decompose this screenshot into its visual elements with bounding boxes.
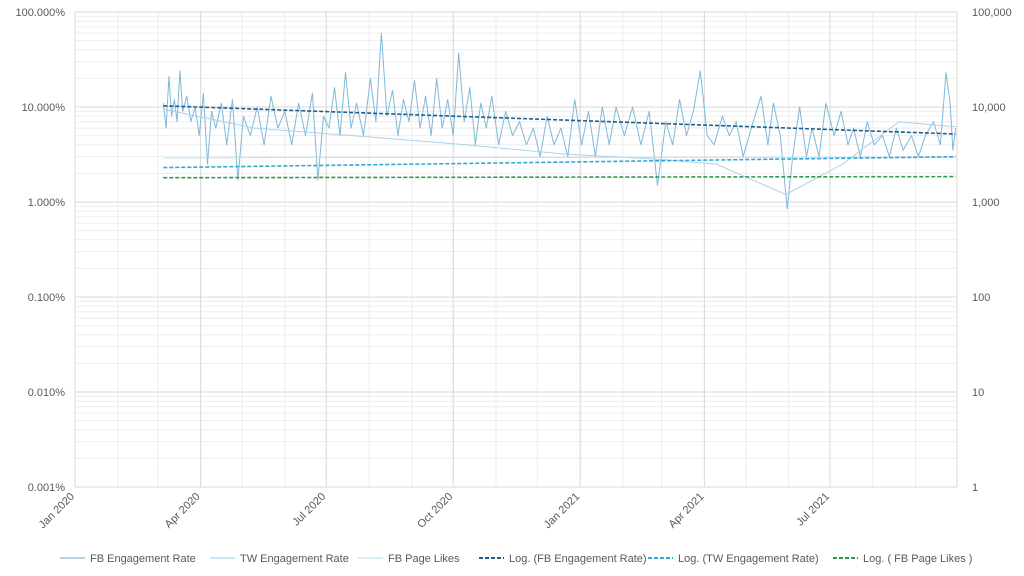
legend-label: TW Engagement Rate (240, 553, 349, 565)
x-axis-tick-labels: Jan 2020 Apr 2020 Jul 2020 Oct 2020 Jan 2021… (37, 491, 833, 531)
major-gridlines (74, 11, 958, 488)
legend-item: Log. ( FB Page Likes ) (833, 553, 972, 565)
right-axis-tick-labels: 1 10 100 1,000 10,000 100,000 (972, 7, 1012, 494)
legend-item: Log. (TW Engagement Rate) (648, 553, 819, 565)
series-line-2 (163, 156, 956, 159)
series-line-4 (163, 155, 956, 169)
right-tick-label: 1 (972, 482, 978, 494)
legend-item: FB Engagement Rate (60, 553, 196, 565)
x-tick-label: Jul 2020 (290, 491, 328, 529)
minor-gridlines (75, 12, 957, 487)
left-tick-label: 0.100% (28, 292, 66, 304)
series-lines (162, 32, 957, 210)
x-tick-label: Oct 2020 (415, 491, 455, 531)
legend-item: FB Page Likes (358, 553, 460, 565)
legend-label: FB Page Likes (388, 553, 460, 565)
x-tick-label: Jul 2021 (794, 491, 832, 529)
x-tick-label: Jan 2021 (542, 491, 582, 531)
legend-item: Log. (FB Engagement Rate) (479, 553, 647, 565)
x-tick-label: Apr 2021 (666, 491, 706, 531)
right-tick-label: 10,000 (972, 102, 1006, 114)
left-axis-tick-labels: 0.001% 0.010% 0.100% 1.000% 10.000% 100.000% (15, 7, 65, 494)
legend-label: FB Engagement Rate (90, 553, 196, 565)
left-tick-label: 1.000% (28, 197, 66, 209)
right-tick-label: 100 (972, 292, 990, 304)
left-tick-label: 0.001% (28, 482, 66, 494)
chart-legend: FB Engagement Rate TW Engagement Rate FB P… (60, 553, 972, 565)
series-line-3 (163, 105, 956, 135)
left-tick-label: 100.000% (15, 7, 65, 19)
x-tick-label: Jan 2020 (37, 491, 77, 531)
legend-label: Log. (FB Engagement Rate) (509, 553, 647, 565)
series-line-5 (163, 175, 956, 179)
legend-label: Log. ( FB Page Likes ) (863, 553, 972, 565)
legend-label: Log. (TW Engagement Rate) (678, 553, 819, 565)
series-line-1 (163, 108, 956, 195)
right-tick-label: 10 (972, 387, 984, 399)
left-tick-label: 10.000% (22, 102, 66, 114)
x-tick-label: Apr 2020 (163, 491, 203, 531)
legend-item: TW Engagement Rate (210, 553, 349, 565)
series-line-0 (162, 32, 957, 210)
right-tick-label: 100,000 (972, 7, 1012, 19)
right-tick-label: 1,000 (972, 197, 1000, 209)
left-tick-label: 0.010% (28, 387, 66, 399)
